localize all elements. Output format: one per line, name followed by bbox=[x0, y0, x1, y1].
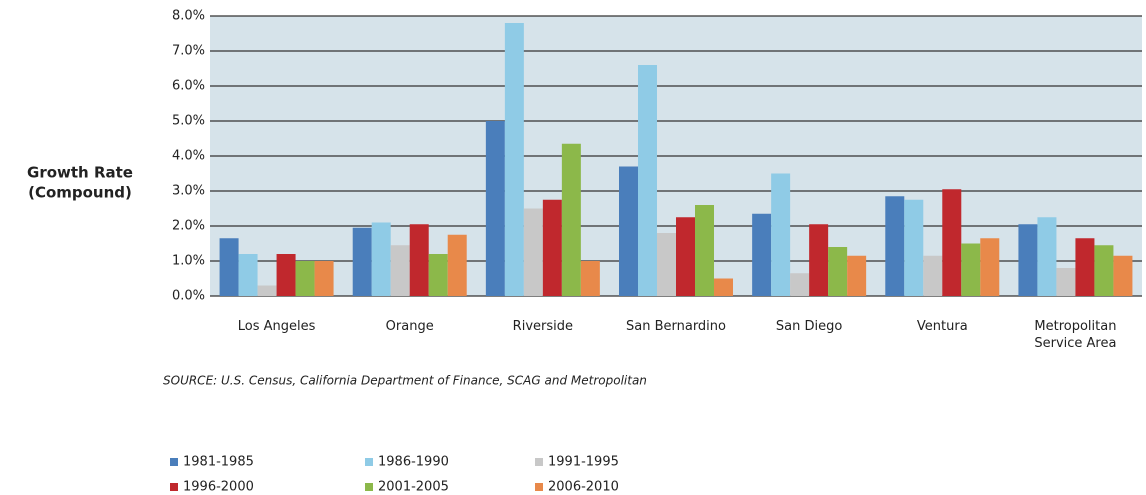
legend-swatch bbox=[535, 458, 543, 466]
bar bbox=[638, 65, 657, 296]
bar bbox=[619, 166, 638, 296]
bar bbox=[447, 234, 467, 296]
bar bbox=[657, 233, 676, 296]
legend-swatch bbox=[170, 483, 178, 491]
bar bbox=[504, 23, 524, 296]
x-tick-label: Metropolitan Service Area bbox=[1034, 319, 1117, 351]
bar bbox=[676, 217, 695, 296]
bar bbox=[771, 173, 791, 296]
bar bbox=[1056, 268, 1076, 296]
y-tick-label: 1.0% bbox=[172, 254, 205, 269]
y-axis-note: (Compound) bbox=[28, 184, 132, 202]
bar bbox=[276, 254, 296, 296]
legend-swatch bbox=[365, 483, 373, 491]
legend-label: 2001-2005 bbox=[378, 480, 449, 495]
bar bbox=[942, 189, 962, 296]
bar bbox=[390, 245, 410, 296]
x-tick-label: Ventura bbox=[916, 319, 968, 334]
y-tick-label: 8.0% bbox=[172, 9, 205, 24]
bar bbox=[904, 199, 924, 296]
bar bbox=[371, 222, 391, 296]
x-tick-label: San Diego bbox=[775, 319, 843, 334]
legend-label: 1991-1995 bbox=[548, 455, 619, 470]
x-tick-label: Los Angeles bbox=[237, 319, 316, 334]
bar bbox=[542, 199, 562, 296]
bar bbox=[238, 254, 258, 296]
y-tick-label: 6.0% bbox=[172, 79, 205, 94]
bar bbox=[314, 261, 334, 296]
bar bbox=[580, 261, 600, 296]
legend-label: 1986-1990 bbox=[378, 455, 449, 470]
bar bbox=[561, 143, 581, 296]
bar bbox=[980, 238, 1000, 296]
y-tick-label: 3.0% bbox=[172, 184, 205, 199]
bar bbox=[828, 247, 848, 296]
legend-swatch bbox=[365, 458, 373, 466]
x-tick-label: Orange bbox=[385, 319, 434, 334]
bar bbox=[1018, 224, 1038, 296]
y-axis-label: Growth Rate bbox=[27, 164, 133, 182]
y-tick-label: 4.0% bbox=[172, 149, 205, 164]
y-tick-label: 0.0% bbox=[172, 289, 205, 304]
y-tick-label: 2.0% bbox=[172, 219, 205, 234]
bar bbox=[1037, 217, 1057, 296]
bar bbox=[219, 238, 239, 296]
bar bbox=[428, 254, 448, 296]
y-tick-label: 7.0% bbox=[172, 44, 205, 59]
bar bbox=[523, 208, 543, 296]
bar bbox=[790, 273, 810, 296]
bar bbox=[257, 285, 277, 296]
legend-swatch bbox=[535, 483, 543, 491]
bar bbox=[295, 261, 315, 296]
bar bbox=[695, 205, 714, 296]
x-tick-label: San Bernardino bbox=[625, 319, 726, 334]
bar bbox=[409, 224, 429, 296]
bar bbox=[752, 213, 772, 296]
bar bbox=[885, 196, 905, 296]
legend-label: 2006-2010 bbox=[548, 480, 619, 495]
bar bbox=[1094, 245, 1114, 296]
bar bbox=[847, 255, 867, 296]
y-tick-label: 5.0% bbox=[172, 114, 205, 129]
bar bbox=[1075, 238, 1095, 296]
legend-swatch bbox=[170, 458, 178, 466]
bar bbox=[809, 224, 829, 296]
bar bbox=[961, 243, 981, 296]
source-note: SOURCE: U.S. Census, California Departme… bbox=[163, 374, 647, 388]
bar bbox=[714, 278, 733, 296]
bar bbox=[923, 255, 943, 296]
bar bbox=[1113, 255, 1133, 296]
bar bbox=[352, 227, 372, 296]
x-tick-label: Riverside bbox=[512, 319, 573, 334]
legend-label: 1996-2000 bbox=[183, 480, 254, 495]
bar bbox=[485, 121, 505, 296]
legend-label: 1981-1985 bbox=[183, 455, 254, 470]
